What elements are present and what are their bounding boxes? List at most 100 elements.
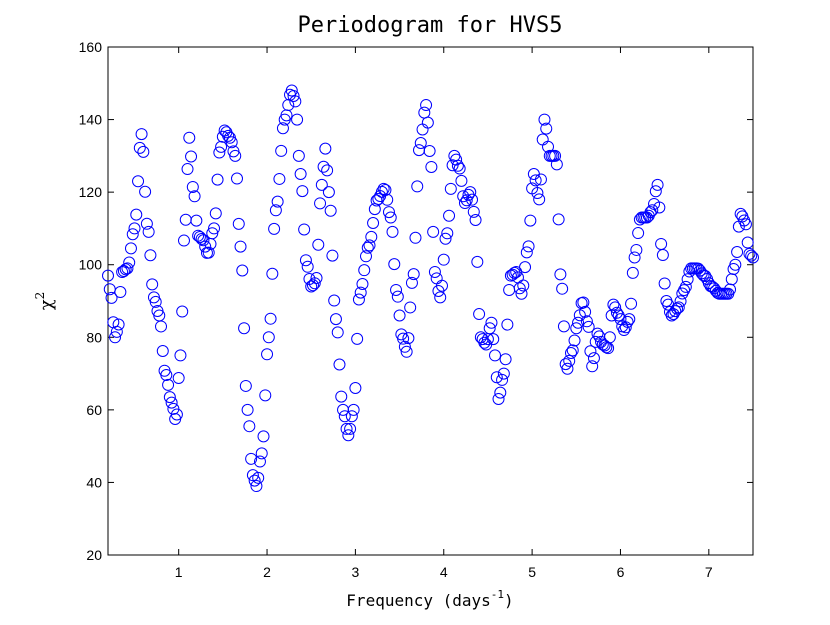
data-point bbox=[225, 136, 238, 149]
data-point bbox=[326, 249, 339, 262]
data-point bbox=[285, 84, 298, 97]
data-point bbox=[322, 186, 335, 199]
data-point bbox=[428, 265, 441, 278]
data-point bbox=[455, 174, 468, 187]
x-tick-label: 3 bbox=[351, 564, 359, 580]
data-point bbox=[144, 249, 157, 262]
data-point bbox=[365, 230, 378, 243]
data-point bbox=[137, 145, 150, 158]
data-point bbox=[630, 243, 643, 256]
y-tick-label: 40 bbox=[86, 474, 102, 490]
data-point bbox=[549, 149, 562, 162]
data-point bbox=[114, 286, 127, 299]
y-axis-label-main: χ bbox=[36, 299, 57, 310]
data-point bbox=[517, 279, 530, 292]
data-point bbox=[603, 331, 616, 344]
data-point bbox=[552, 213, 565, 226]
data-point bbox=[747, 251, 759, 264]
data-point bbox=[579, 305, 592, 318]
data-point bbox=[123, 256, 136, 269]
data-point bbox=[124, 242, 137, 255]
data-point bbox=[261, 348, 274, 361]
data-point bbox=[280, 109, 293, 122]
y-tick-label: 100 bbox=[79, 257, 103, 273]
data-point bbox=[287, 89, 300, 102]
data-point bbox=[731, 246, 744, 259]
data-point bbox=[188, 190, 201, 203]
data-point bbox=[741, 236, 754, 249]
data-point bbox=[610, 306, 623, 319]
y-tick-label: 20 bbox=[86, 547, 102, 563]
data-point bbox=[308, 277, 321, 290]
data-point bbox=[156, 345, 169, 357]
data-point bbox=[162, 378, 175, 391]
data-point bbox=[181, 163, 194, 176]
data-point bbox=[423, 145, 436, 158]
data-point bbox=[439, 232, 452, 245]
x-tick-label: 1 bbox=[175, 564, 183, 580]
data-point bbox=[264, 312, 277, 325]
data-point bbox=[202, 246, 215, 259]
data-point bbox=[211, 173, 224, 186]
data-point bbox=[655, 237, 668, 250]
data-point bbox=[591, 327, 604, 340]
data-point bbox=[301, 260, 314, 273]
data-point bbox=[117, 265, 130, 278]
data-point bbox=[563, 354, 576, 367]
data-point bbox=[427, 225, 440, 238]
data-point bbox=[450, 153, 463, 166]
data-point bbox=[538, 113, 551, 126]
data-point bbox=[128, 222, 141, 235]
data-point bbox=[140, 217, 153, 230]
data-point bbox=[132, 175, 145, 188]
data-point bbox=[672, 301, 685, 314]
data-point bbox=[269, 204, 282, 217]
data-point bbox=[109, 331, 122, 344]
data-point bbox=[231, 172, 243, 185]
data-point bbox=[170, 408, 183, 421]
x-tick-label: 4 bbox=[440, 564, 448, 580]
data-point bbox=[729, 258, 742, 271]
data-point bbox=[165, 396, 178, 409]
data-point bbox=[229, 149, 242, 162]
data-point bbox=[421, 116, 434, 129]
data-point bbox=[386, 225, 399, 238]
y-tick-label: 120 bbox=[79, 184, 103, 200]
data-point bbox=[209, 207, 222, 220]
data-point bbox=[333, 358, 346, 371]
data-point bbox=[324, 204, 337, 217]
data-point bbox=[361, 241, 374, 254]
data-point bbox=[513, 282, 526, 295]
data-point bbox=[503, 283, 516, 296]
data-point bbox=[492, 392, 505, 405]
data-point bbox=[618, 324, 630, 337]
y-tick-label: 60 bbox=[86, 402, 102, 418]
data-point bbox=[501, 318, 514, 331]
data-point bbox=[340, 422, 353, 435]
data-point bbox=[126, 228, 139, 241]
data-point bbox=[556, 282, 569, 295]
data-point bbox=[199, 240, 212, 253]
data-point bbox=[367, 216, 380, 229]
data-point bbox=[619, 321, 632, 334]
data-point bbox=[582, 320, 595, 333]
data-point bbox=[554, 268, 567, 281]
data-point bbox=[398, 340, 411, 353]
data-point bbox=[312, 238, 325, 251]
data-point bbox=[351, 332, 364, 345]
data-point bbox=[273, 172, 286, 185]
data-point bbox=[743, 247, 756, 260]
data-point bbox=[485, 316, 498, 329]
data-point bbox=[139, 185, 152, 198]
data-point bbox=[121, 262, 134, 275]
data-point bbox=[420, 99, 433, 112]
data-point bbox=[646, 204, 659, 217]
data-point bbox=[328, 294, 341, 307]
data-point bbox=[292, 149, 305, 162]
data-point bbox=[358, 264, 371, 277]
data-point bbox=[250, 480, 263, 493]
data-point bbox=[658, 277, 671, 290]
data-point bbox=[407, 268, 420, 281]
data-point bbox=[400, 345, 413, 358]
data-point bbox=[580, 315, 593, 328]
